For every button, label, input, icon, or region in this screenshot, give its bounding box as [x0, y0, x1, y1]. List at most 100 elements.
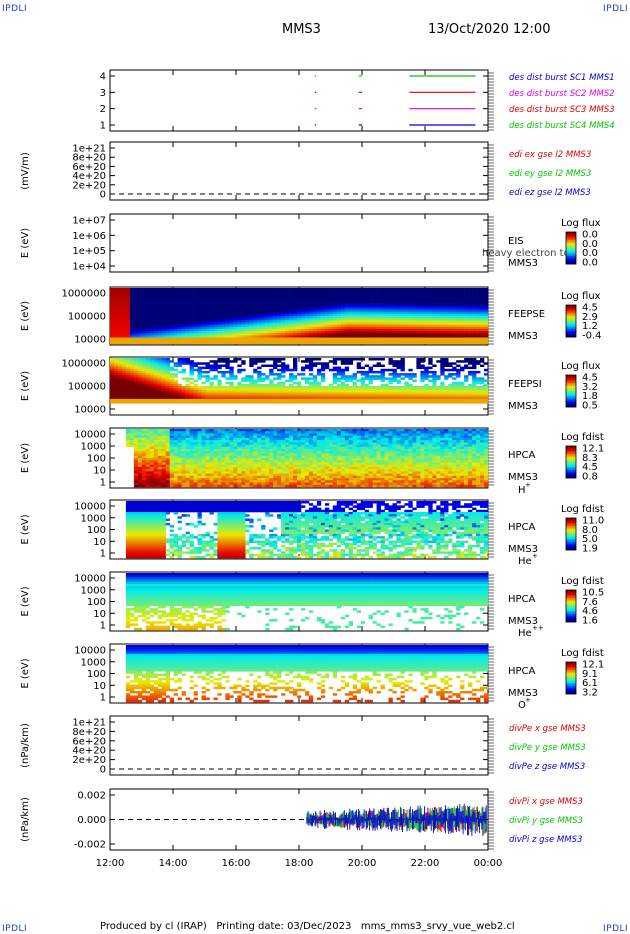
heatmap-cell: [137, 437, 143, 441]
heatmap-cell: [213, 322, 218, 325]
heatmap-cell: [129, 396, 135, 400]
heatmap-cell: [348, 324, 353, 328]
heatmap-cell: [285, 339, 290, 343]
heatmap-cell: [177, 458, 182, 461]
heatmap-cell: [221, 316, 226, 319]
heatmap-cell: [408, 320, 413, 323]
heatmap-cell: [141, 339, 147, 343]
heatmap-cell: [328, 333, 334, 336]
heatmap-cell: [340, 313, 346, 317]
heatmap-cell: [193, 478, 198, 481]
heatmap-cell: [444, 362, 449, 365]
heatmap-cell: [368, 379, 373, 382]
heatmap-cell: [352, 305, 357, 308]
heatmap-cell: [444, 318, 449, 321]
heatmap-cell: [233, 358, 238, 361]
heatmap-cell: [456, 320, 461, 323]
heatmap-cell: [324, 316, 330, 319]
heatmap-cell: [133, 337, 139, 340]
heatmap-cell: [157, 484, 162, 488]
heatmap-cell: [364, 290, 369, 293]
heatmap-cell: [185, 398, 190, 402]
heatmap-cell: [328, 383, 334, 387]
heatmap-cell: [189, 453, 194, 456]
heatmap-cell: [285, 326, 290, 330]
heatmap-cell: [185, 311, 190, 315]
heatmap-cell: [125, 316, 131, 319]
heatmap-cell: [265, 392, 270, 395]
heatmap-cell: [114, 379, 119, 382]
heatmap-cell: [217, 298, 222, 302]
heatmap-cell: [253, 320, 258, 323]
heatmap-cell: [173, 309, 178, 312]
heatmap-cell: [396, 320, 401, 323]
heatmap-cell: [253, 370, 258, 374]
heatmap-cell: [145, 307, 151, 310]
heatmap-cell: [121, 331, 127, 334]
heatmap-cell: [285, 396, 290, 400]
heatmap-cell: [416, 311, 421, 315]
heatmap-cell: [328, 292, 334, 295]
heatmap-cell: [308, 294, 314, 297]
heatmap-cell: [484, 335, 489, 338]
heatmap-cell: [193, 392, 198, 395]
heatmap-cell: [209, 444, 214, 448]
heatmap-cell: [229, 328, 234, 332]
heatmap-cell: [169, 316, 174, 319]
heatmap-cell: [153, 333, 159, 336]
heatmap-cell: [400, 377, 405, 380]
heatmap-cell: [225, 305, 230, 308]
heatmap-cell: [161, 480, 166, 483]
heatmap-cell: [456, 331, 461, 334]
heatmap-cell: [161, 401, 166, 404]
heatmap-cell: [464, 386, 469, 389]
heatmap-cell: [336, 366, 342, 370]
heatmap-cell: [305, 313, 310, 317]
y-tick-label: 8e+20: [72, 153, 106, 164]
heatmap-cell: [301, 398, 306, 402]
heatmap-cell: [472, 292, 477, 295]
heatmap-cell: [368, 326, 373, 330]
heatmap-cell: [476, 292, 481, 295]
heatmap-cell: [340, 377, 346, 380]
heatmap-cell: [305, 337, 310, 340]
heatmap-cell: [201, 431, 206, 434]
heatmap-cell: [468, 341, 473, 345]
heatmap-cell: [137, 362, 143, 365]
y-tick-label: 100000: [68, 312, 106, 323]
heatmap-cell: [197, 335, 202, 338]
heatmap-cell: [480, 386, 485, 389]
heatmap-cell: [145, 335, 151, 338]
heatmap-cell: [197, 464, 202, 468]
heatmap-cell: [348, 377, 353, 380]
heatmap-cell: [229, 324, 234, 328]
heatmap-cell: [157, 464, 162, 468]
heatmap-cell: [316, 316, 322, 319]
heatmap-cell: [400, 296, 405, 300]
heatmap-cell: [277, 360, 282, 363]
heatmap-cell: [320, 288, 326, 291]
heatmap-cell: [201, 458, 206, 461]
heatmap-cell: [305, 328, 310, 332]
heatmap-cell: [476, 370, 481, 374]
heatmap-cell: [448, 390, 453, 393]
heatmap-cell: [114, 303, 119, 306]
heatmap-cell: [324, 335, 330, 338]
heatmap-cell: [145, 478, 151, 481]
heatmap-cell: [436, 331, 441, 334]
y-tick-label: 100000: [68, 382, 106, 393]
heatmap-cell: [480, 381, 485, 385]
heatmap-cell: [332, 303, 338, 306]
heatmap-cell: [261, 313, 266, 317]
heatmap-cell: [241, 339, 246, 343]
heatmap-cell: [448, 335, 453, 338]
heatmap-cell: [400, 396, 405, 400]
heatmap-cell: [201, 392, 206, 395]
heatmap-cell: [297, 401, 302, 404]
heatmap-cell: [308, 298, 314, 302]
heatmap-cell: [305, 311, 310, 315]
heatmap-cell: [269, 320, 274, 323]
heatmap-cell: [364, 298, 369, 302]
heatmap-cell: [472, 296, 477, 300]
heatmap-cell: [141, 484, 147, 488]
